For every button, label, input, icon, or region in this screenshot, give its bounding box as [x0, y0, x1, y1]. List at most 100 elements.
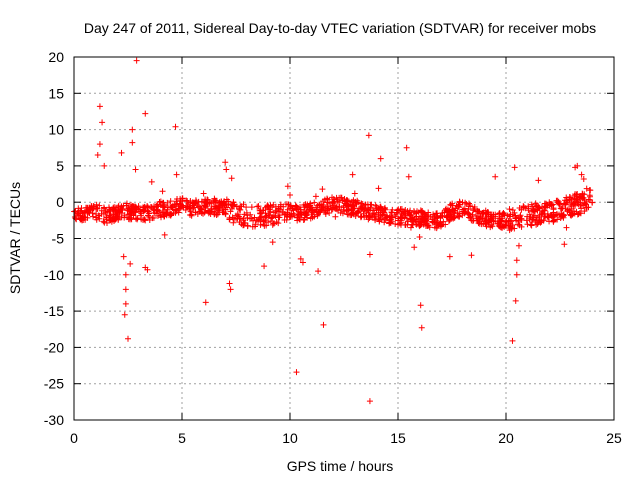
data-point [304, 201, 311, 208]
data-point [532, 203, 539, 210]
data-point [112, 211, 119, 218]
data-point [373, 206, 380, 213]
data-point [156, 198, 163, 205]
data-point [474, 208, 481, 215]
x-tick-label: 10 [282, 430, 298, 446]
data-point [271, 220, 278, 227]
data-point [419, 207, 426, 214]
data-point [370, 207, 377, 214]
data-point-outlier [351, 190, 358, 197]
data-point-outlier [159, 188, 166, 195]
data-point [260, 217, 267, 224]
data-point-outlier [405, 173, 412, 180]
data-point [567, 212, 574, 219]
data-point-outlier [226, 280, 233, 287]
data-point [372, 216, 379, 223]
data-point [220, 209, 227, 216]
data-point-outlier [411, 244, 418, 251]
data-point [257, 214, 264, 221]
data-point [359, 204, 366, 211]
data-point [316, 201, 323, 208]
data-point [202, 204, 209, 211]
data-point [229, 214, 236, 221]
data-point [553, 197, 560, 204]
data-point [71, 214, 78, 221]
data-point-outlier [446, 253, 453, 260]
data-point [571, 200, 578, 207]
data-point [445, 218, 452, 225]
data-point-outlier [512, 297, 519, 304]
data-point [449, 206, 456, 213]
data-point [285, 201, 292, 208]
data-point [504, 212, 511, 219]
data-point [425, 216, 432, 223]
data-point [243, 204, 250, 211]
data-point [422, 218, 429, 225]
data-point [333, 194, 340, 201]
data-point [541, 207, 548, 214]
data-point [177, 201, 184, 208]
data-point [350, 209, 357, 216]
data-point-outlier [133, 57, 140, 64]
data-point [301, 204, 308, 211]
data-point [139, 216, 146, 223]
x-tick-label: 20 [498, 430, 514, 446]
data-point [437, 213, 444, 220]
data-point-outlier [211, 195, 218, 202]
data-point [486, 219, 493, 226]
data-point [228, 205, 235, 212]
data-point [206, 209, 213, 216]
data-point [237, 216, 244, 223]
data-point [151, 209, 158, 216]
data-point [354, 208, 361, 215]
data-point [322, 209, 329, 216]
data-point [508, 225, 515, 232]
data-point [425, 209, 432, 216]
data-point [308, 207, 315, 214]
data-point [95, 212, 102, 219]
data-point [206, 200, 213, 207]
data-point [573, 208, 580, 215]
data-point [511, 209, 518, 216]
data-point [523, 217, 530, 224]
data-point [107, 208, 114, 215]
data-point-outlier [284, 183, 291, 190]
data-point-outlier [332, 213, 339, 220]
data-point-outlier [468, 252, 475, 259]
data-point [144, 203, 151, 210]
data-point [466, 214, 473, 221]
data-point [167, 198, 174, 205]
data-point [528, 201, 535, 208]
data-point-outlier [349, 171, 356, 178]
data-point [436, 220, 443, 227]
data-point [325, 205, 332, 212]
data-point [381, 205, 388, 212]
data-point [281, 216, 288, 223]
data-point [539, 203, 546, 210]
data-point [297, 209, 304, 216]
data-point-outlier [125, 335, 131, 342]
data-point [498, 213, 505, 220]
data-point [412, 217, 419, 224]
data-point [160, 204, 167, 211]
data-point [254, 203, 261, 210]
data-point-outlier [222, 159, 229, 166]
data-point [397, 214, 404, 221]
data-point [244, 214, 251, 221]
data-point [109, 217, 116, 224]
data-point [177, 197, 184, 204]
data-point [263, 203, 270, 210]
data-point [392, 221, 399, 228]
data-point [531, 212, 538, 219]
data-point [431, 218, 438, 225]
data-point-outlier [365, 132, 372, 139]
data-point-outlier [418, 324, 425, 331]
data-point [525, 203, 532, 210]
data-point [556, 211, 563, 218]
data-point [146, 213, 153, 220]
data-point [163, 212, 170, 219]
data-point [506, 206, 513, 213]
data-point-outlier [533, 217, 540, 224]
data-point [572, 191, 579, 198]
data-point [112, 207, 119, 214]
